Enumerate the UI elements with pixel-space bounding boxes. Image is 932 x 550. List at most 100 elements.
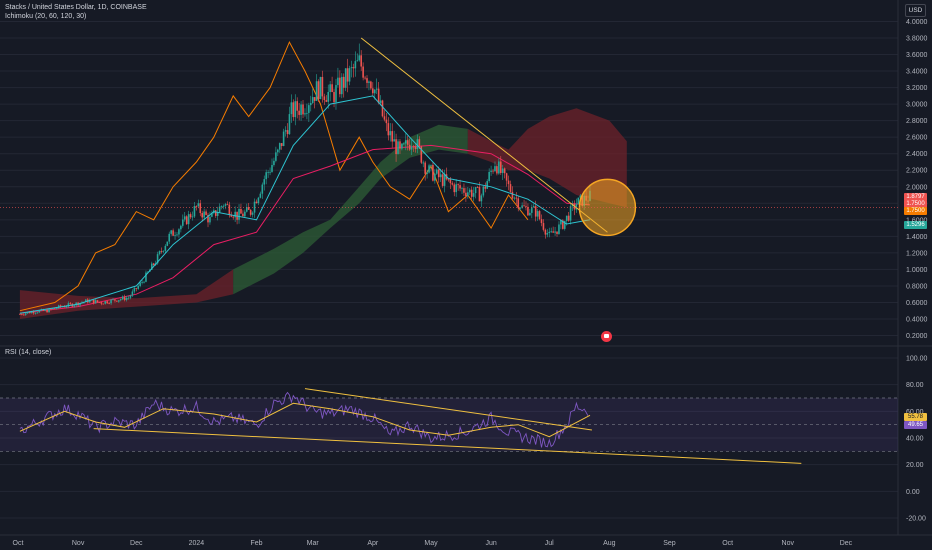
candle-body — [98, 302, 101, 303]
candle-body — [389, 131, 392, 136]
candle-body — [150, 263, 153, 270]
candle-body — [156, 254, 159, 264]
currency-badge[interactable]: USD — [905, 4, 926, 17]
candle-body — [50, 308, 52, 310]
candle-body — [507, 180, 510, 185]
news-icon[interactable] — [601, 331, 612, 342]
candle-body — [478, 187, 481, 202]
candle-body — [118, 300, 120, 302]
candle-body — [339, 77, 341, 95]
candle-body — [135, 288, 138, 289]
price-tick-label: 1.2000 — [906, 250, 928, 257]
candle-body — [521, 205, 523, 208]
candle-body — [439, 174, 442, 178]
candle-body — [468, 189, 471, 193]
candle-body — [317, 81, 320, 100]
candle-body — [255, 201, 258, 204]
time-tick-label: Nov — [72, 540, 85, 547]
candle-body — [166, 241, 169, 246]
candle-body — [321, 76, 324, 97]
kijun-line — [19, 144, 591, 314]
candle-body — [408, 144, 411, 150]
candle-body — [102, 303, 105, 305]
price-tick-label: 4.0000 — [906, 19, 928, 26]
candle-body — [292, 102, 295, 118]
symbol-title: Stacks / United States Dollar, 1D, COINB… — [5, 4, 147, 11]
candle-body — [569, 206, 572, 221]
candle-body — [342, 76, 345, 88]
candle-body — [273, 160, 275, 166]
rsi-tick-label: 80.00 — [906, 382, 924, 389]
time-tick-label: 2024 — [189, 540, 205, 547]
candle-body — [356, 60, 359, 62]
candle-body — [333, 92, 335, 103]
candle-body — [515, 197, 518, 199]
candle-body — [195, 206, 198, 207]
candle-body — [482, 186, 485, 196]
candle-body — [556, 231, 558, 234]
candle-body — [492, 170, 494, 172]
candle-body — [19, 314, 21, 315]
candle-body — [325, 100, 328, 102]
candle-body — [30, 311, 33, 314]
time-tick-label: Oct — [722, 540, 733, 547]
candle-body — [544, 229, 547, 235]
rsi-value-tag: 55.78 — [904, 412, 927, 421]
time-tick-label: Oct — [13, 540, 24, 547]
candle-body — [422, 162, 425, 164]
candle-body — [315, 81, 318, 101]
candle-body — [501, 168, 504, 173]
candle-body — [52, 308, 54, 310]
candle-body — [565, 215, 568, 221]
candle-body — [251, 212, 254, 215]
candle-body — [453, 184, 456, 193]
candle-body — [197, 203, 200, 207]
rsi-label: RSI (14, close) — [5, 349, 52, 356]
candle-body — [59, 305, 62, 307]
candle-body — [230, 215, 233, 217]
candle-body — [275, 152, 277, 161]
candle-body — [410, 146, 413, 150]
candle-body — [238, 209, 240, 220]
candle-body — [298, 110, 300, 115]
candle-body — [498, 161, 500, 174]
candle-body — [218, 206, 221, 213]
candle-body — [34, 312, 37, 314]
candle-body — [234, 211, 236, 218]
candle-body — [104, 301, 107, 304]
candle-body — [65, 306, 68, 308]
candle-body — [536, 211, 539, 217]
rsi-tick-label: 100.00 — [906, 356, 928, 363]
time-tick-label: Sep — [663, 540, 676, 547]
candle-body — [189, 214, 192, 218]
candle-body — [424, 162, 426, 174]
candle-body — [300, 104, 302, 115]
candle-body — [323, 96, 326, 101]
candle-body — [370, 81, 372, 89]
candle-body — [436, 169, 438, 174]
rsi-trendline — [304, 388, 592, 431]
time-tick-label: Dec — [130, 540, 143, 547]
candle-body — [430, 164, 432, 166]
candle-body — [509, 184, 512, 192]
candle-body — [575, 204, 578, 210]
candle-body — [253, 201, 256, 213]
candle-body — [162, 250, 165, 252]
candle-body — [277, 149, 279, 153]
candle-body — [447, 179, 450, 181]
candle-body — [488, 171, 490, 182]
candle-body — [577, 197, 580, 205]
candle-body — [499, 161, 502, 173]
candle-body — [205, 211, 207, 215]
candle-body — [48, 308, 50, 313]
candle-body — [441, 174, 444, 186]
price-tag: 1.8797 — [904, 192, 927, 201]
candle-body — [152, 263, 155, 265]
price-tick-label: 3.2000 — [906, 85, 928, 92]
candle-body — [548, 231, 551, 234]
ichimoku-label: Ichimoku (20, 60, 120, 30) — [5, 13, 87, 20]
price-tick-label: 0.6000 — [906, 300, 928, 307]
candle-body — [391, 131, 394, 142]
candle-body — [420, 146, 423, 163]
